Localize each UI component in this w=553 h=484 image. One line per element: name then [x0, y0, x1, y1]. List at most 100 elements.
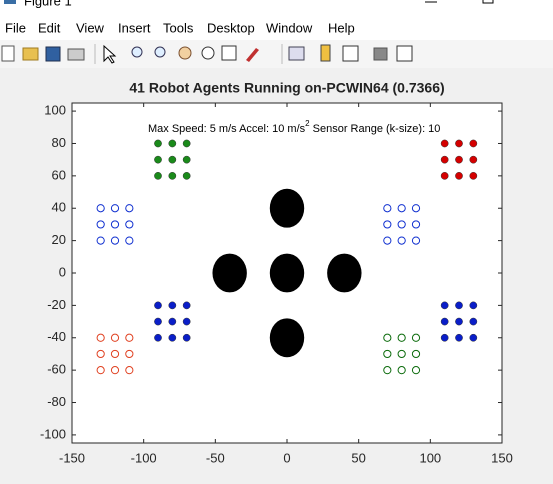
y-tick-label: -100: [40, 426, 66, 441]
save-icon[interactable]: [45, 46, 61, 62]
agent: [154, 333, 162, 342]
agent: [411, 349, 421, 359]
agent: [397, 349, 406, 359]
y-tick-label: 40: [52, 200, 66, 215]
link-icon[interactable]: [288, 46, 305, 61]
agent: [383, 333, 392, 342]
agent: [154, 301, 162, 310]
menu-item[interactable]: View: [76, 20, 105, 35]
agent: [110, 366, 120, 375]
x-tick-label: 50: [351, 450, 365, 465]
agent: [125, 366, 134, 375]
agent: [455, 155, 463, 164]
menu-item[interactable]: Help: [328, 20, 355, 35]
agent: [154, 172, 162, 180]
menu-item[interactable]: Insert: [118, 20, 151, 35]
x-tick-label: -50: [206, 450, 225, 465]
brush-icon[interactable]: [246, 48, 259, 62]
agent: [411, 220, 421, 229]
agent: [96, 204, 105, 213]
agent: [397, 333, 406, 342]
obstacle: [212, 253, 247, 293]
menu: File Edit View Insert Tools Desktop Window Help: [5, 20, 355, 35]
agent: [440, 333, 449, 342]
agent: [455, 301, 463, 310]
legend-icon[interactable]: [342, 45, 359, 62]
agent: [411, 366, 421, 375]
print-icon[interactable]: [67, 48, 85, 61]
new-icon[interactable]: [1, 45, 15, 62]
x-tick-label: -100: [131, 450, 157, 465]
plot: -150 -100 -50 0 50 100 150 -100 -80 -60 -40 -20 0 20 4…: [40, 103, 513, 466]
agent: [469, 139, 478, 148]
agent: [182, 172, 191, 180]
menu-item[interactable]: Desktop: [207, 20, 255, 35]
agent: [96, 349, 105, 359]
zoom-out-icon[interactable]: [154, 46, 166, 58]
agent: [383, 366, 392, 375]
obstacle: [269, 318, 305, 358]
agent: [182, 333, 191, 342]
hide-tools-icon[interactable]: [373, 47, 388, 61]
menu-item[interactable]: Edit: [38, 20, 61, 35]
agent: [383, 204, 392, 213]
agent: [168, 317, 177, 326]
maximize-button[interactable]: [482, 0, 494, 4]
y-tick-label: -20: [47, 297, 66, 312]
agent: [455, 333, 463, 342]
agent: [440, 301, 449, 310]
agent: [96, 220, 105, 229]
agent: [397, 366, 406, 375]
agent: [440, 139, 449, 148]
agent: [125, 236, 134, 245]
rotate-icon[interactable]: [201, 46, 215, 60]
agent: [110, 236, 120, 245]
agent: [154, 317, 162, 326]
agent: [182, 155, 191, 164]
pointer-icon[interactable]: [103, 44, 117, 64]
agent: [154, 139, 162, 148]
y-tick-label: -60: [47, 362, 66, 377]
annotation: Max Speed: 5 m/s Accel: 10 m/s2 Sensor R…: [148, 119, 440, 135]
zoom-in-icon[interactable]: [131, 46, 143, 58]
colorbar-icon[interactable]: [320, 44, 331, 62]
agent: [469, 317, 478, 326]
agent: [168, 333, 177, 342]
agent: [125, 333, 134, 342]
chart-title: 41 Robot Agents Running on-PCWIN64 (0.73…: [129, 80, 444, 96]
agent: [96, 366, 105, 375]
agent: [154, 155, 162, 164]
agent: [397, 220, 406, 229]
dock-icon[interactable]: [396, 45, 413, 62]
menu-item[interactable]: Window: [266, 20, 313, 35]
axes-box: [71, 102, 503, 444]
agent: [469, 333, 478, 342]
agent: [96, 333, 105, 342]
agent: [469, 301, 478, 310]
agent: [455, 172, 463, 180]
x-tick-label: 0: [283, 450, 290, 465]
toolbar: [0, 40, 553, 68]
agent: [397, 204, 406, 213]
menu-bar: [0, 16, 553, 40]
agent: [440, 317, 449, 326]
agent: [182, 301, 191, 310]
app-icon: [4, 0, 16, 4]
y-tick-label: -40: [47, 329, 66, 344]
y-tick-label: -80: [47, 394, 66, 409]
agent: [182, 317, 191, 326]
agent: [455, 139, 463, 148]
y-tick-label: 20: [52, 232, 66, 247]
x-tick-label: 150: [491, 450, 513, 465]
menu-item[interactable]: File: [5, 20, 26, 35]
datacursor-icon[interactable]: [221, 45, 237, 61]
title-bar: [0, 0, 553, 16]
menu-item[interactable]: Tools: [163, 20, 194, 35]
window-title: Figure 1: [24, 0, 72, 8]
open-icon[interactable]: [22, 47, 39, 61]
pan-icon[interactable]: [178, 46, 192, 60]
agent: [168, 139, 177, 148]
agent: [96, 236, 105, 245]
agent: [383, 236, 392, 245]
